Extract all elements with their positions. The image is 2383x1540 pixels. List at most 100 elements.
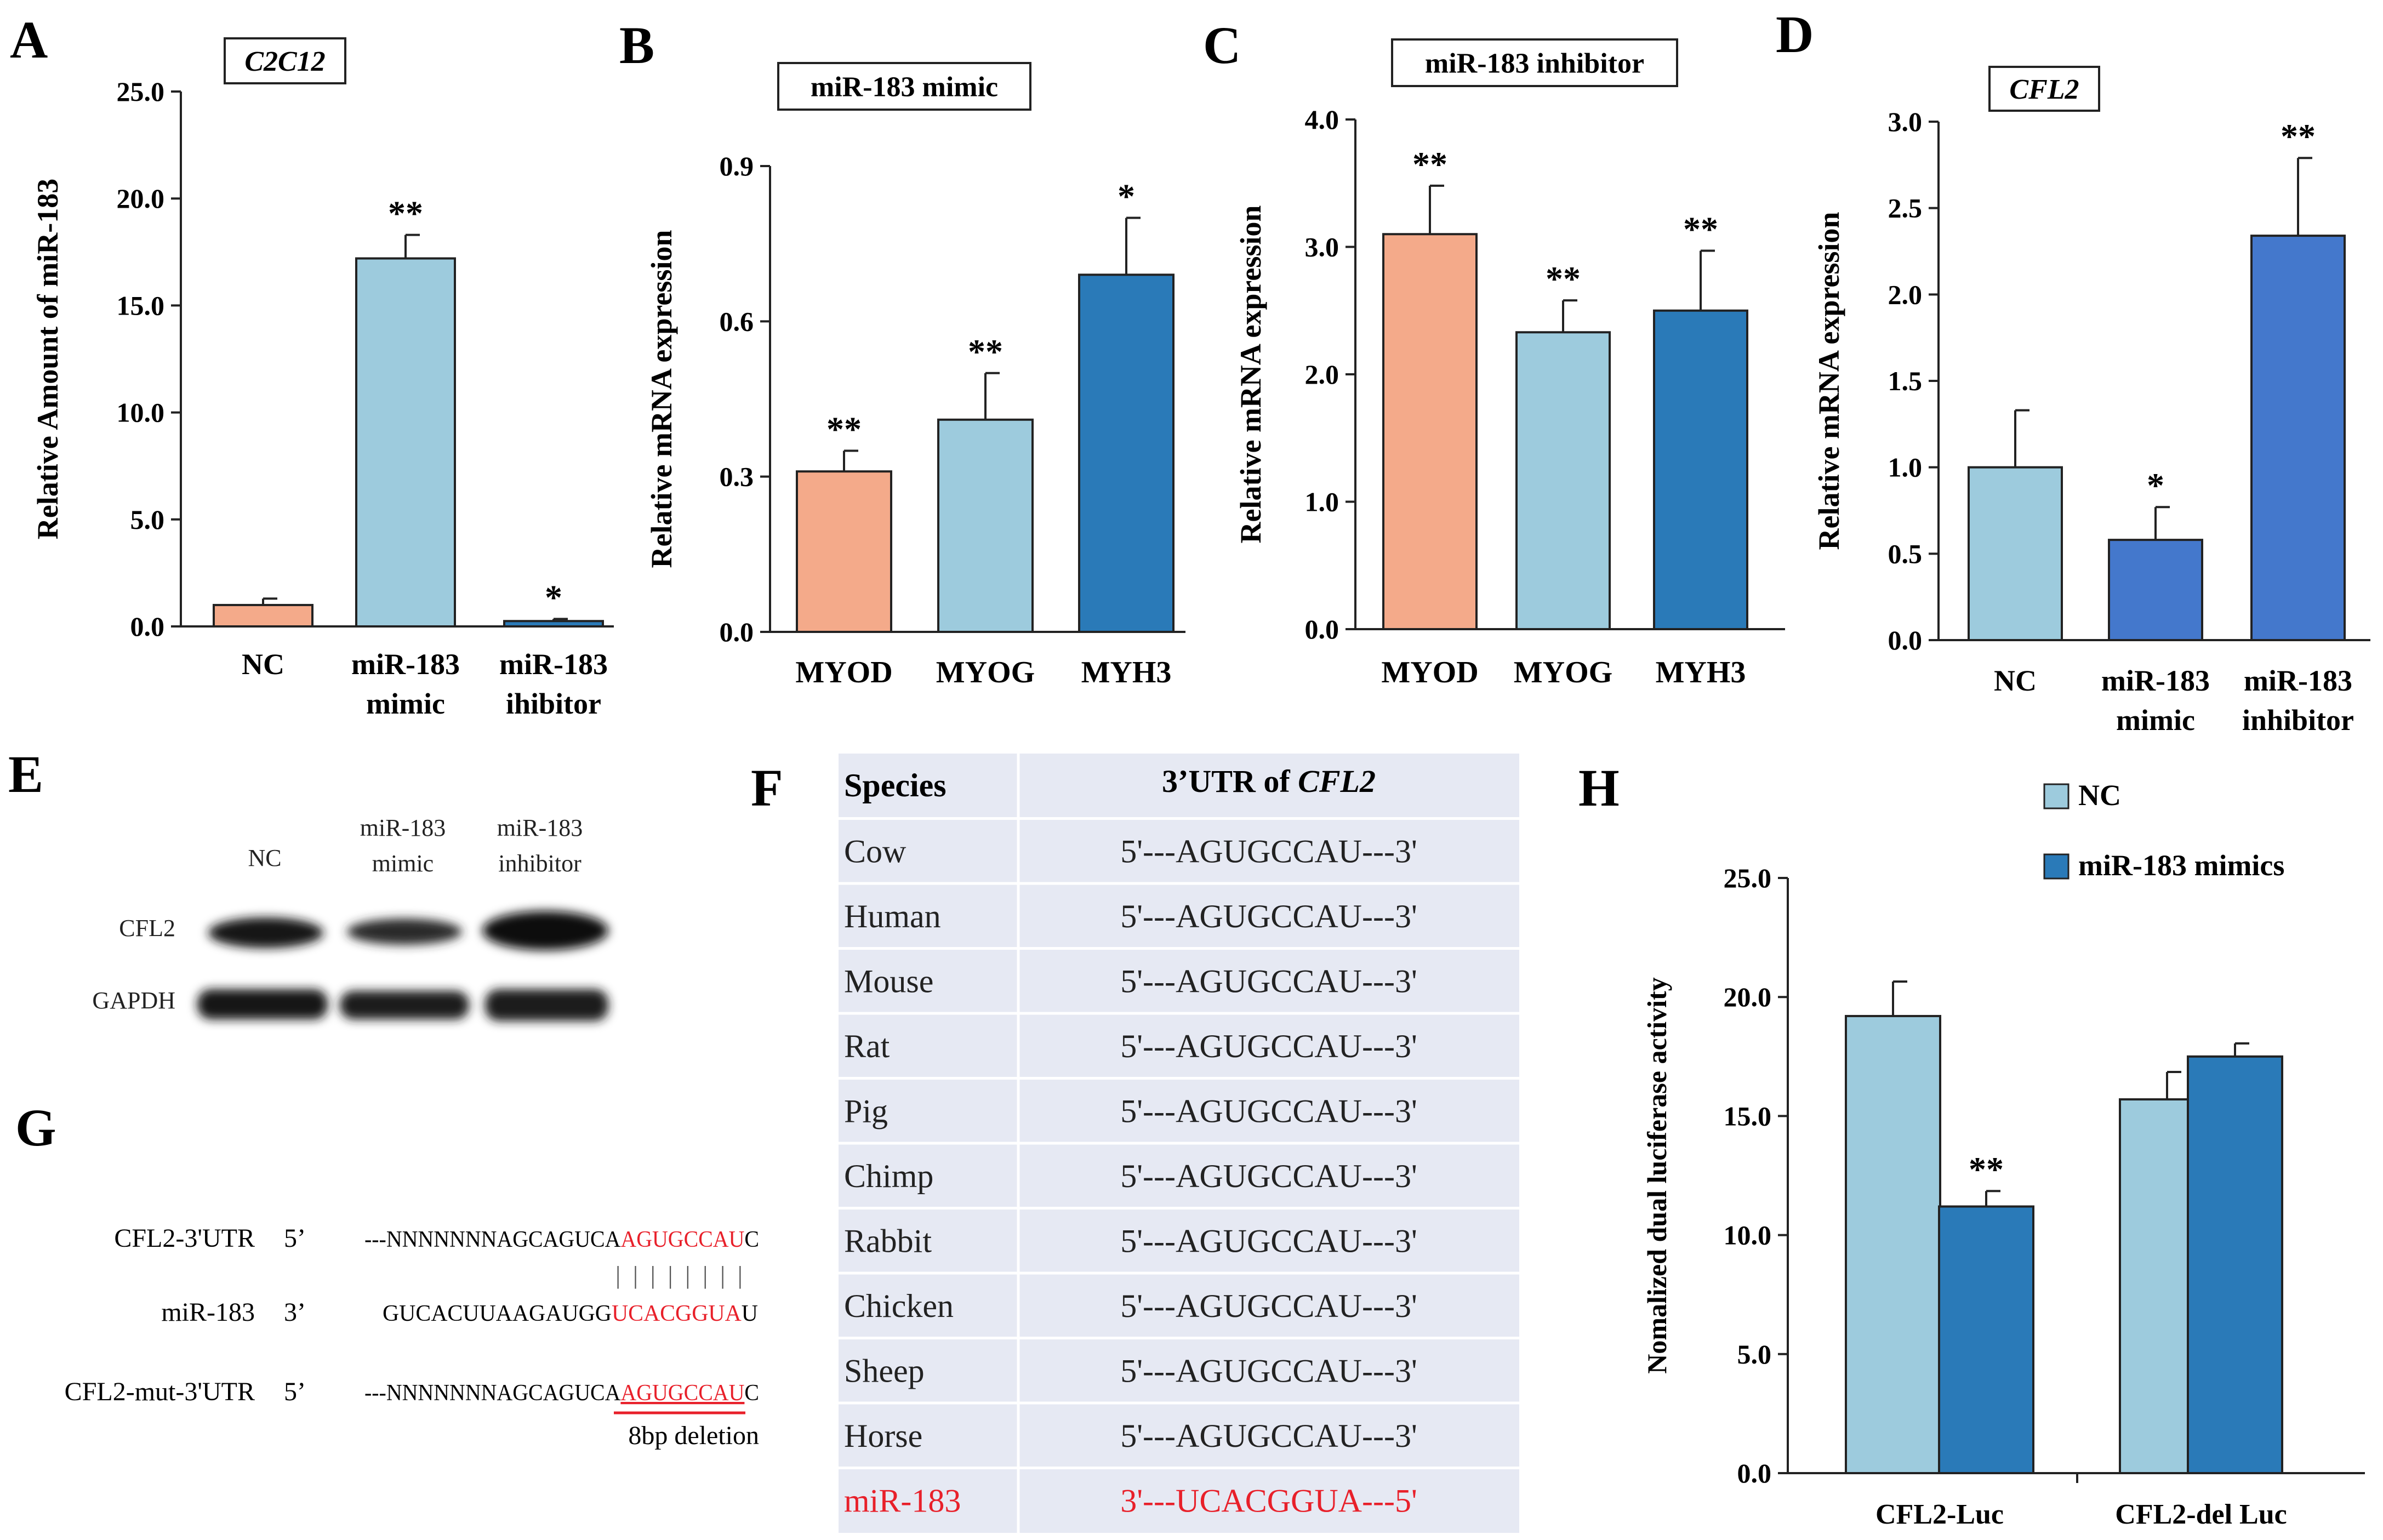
b-category-label: MYOD bbox=[795, 655, 892, 689]
alignment-sequence: GUCACUUAAGAUGGUCACGGUAU bbox=[383, 1301, 758, 1326]
a-category-label: mimic bbox=[366, 687, 445, 720]
h-category-label: CFL2-del Luc bbox=[2115, 1499, 2287, 1530]
a-ytick-label: 20.0 bbox=[117, 183, 165, 214]
a-significance-mark: * bbox=[545, 578, 562, 617]
seed-alignment: CFL2-3'UTR 5’ ---NNNNNNNAGCAGUCAAGUGCCAUC m… bbox=[65, 1224, 759, 1450]
a-bar bbox=[355, 257, 456, 628]
panel-label-a: A bbox=[10, 10, 48, 69]
alignment-end: 5’ bbox=[284, 1224, 306, 1253]
d-category-label: mimic bbox=[2116, 704, 2195, 737]
c-ytick-label: 1.0 bbox=[1305, 487, 1339, 517]
table-sequence-cell: 5'---AGUGCCAU---3' bbox=[1120, 1418, 1417, 1454]
h-ytick-label: 20.0 bbox=[1724, 982, 1772, 1012]
c-y-axis-label: Relative mRNA expression bbox=[1234, 206, 1267, 544]
table-header-species: Species bbox=[844, 767, 947, 803]
table-species-cell: Pig bbox=[844, 1093, 888, 1130]
table-species-cell: Mouse bbox=[844, 963, 933, 1000]
d-ytick-label: 1.5 bbox=[1888, 366, 1923, 396]
blot-lane-label-mimic-1: miR-183 bbox=[360, 814, 446, 841]
table-sequence-cell: 5'---AGUGCCAU---3' bbox=[1120, 834, 1417, 870]
h-bar bbox=[1938, 1205, 2034, 1474]
table-species-cell: Rat bbox=[844, 1028, 890, 1064]
blot-band-gapdh-nc bbox=[197, 989, 328, 1019]
chart-a-miR183-amount: 0.0 5.0 10.0 15.0 20.0 25.0 Relative Amount of… bbox=[31, 37, 614, 720]
alignment-end: 5’ bbox=[284, 1377, 306, 1406]
a-ytick-label: 15.0 bbox=[117, 290, 165, 321]
d-significance-mark: ** bbox=[2281, 117, 2316, 156]
h-ytick-label: 25.0 bbox=[1724, 863, 1772, 893]
a-bar bbox=[213, 603, 313, 628]
d-bar bbox=[2250, 235, 2346, 641]
blot-band-gapdh-inhibitor bbox=[485, 989, 608, 1021]
blot-lane-label-nc: NC bbox=[248, 845, 281, 871]
b-category-label: MYOG bbox=[936, 655, 1035, 689]
h-ytick-label: 0.0 bbox=[1737, 1458, 1772, 1488]
table-sequence-cell: 5'---AGUGCCAU---3' bbox=[1120, 1028, 1417, 1064]
blot-band-cfl2-mimic bbox=[347, 919, 462, 945]
table-species-cell: miR-183 bbox=[844, 1483, 961, 1519]
h-legend-label: miR-183 mimics bbox=[2078, 849, 2284, 882]
chart-d-cfl2-mrna: 0.0 0.5 1.0 1.5 2.0 2.5 3.0 Relative mRNA expre… bbox=[1812, 66, 2370, 737]
blot-lane-label-mimic-2: mimic bbox=[372, 850, 434, 877]
panel-label-h: H bbox=[1578, 758, 1620, 817]
table-sequence-cell: 5'---AGUGCCAU---3' bbox=[1120, 1093, 1417, 1130]
d-ytick-label: 2.0 bbox=[1888, 279, 1923, 310]
table-species-cell: Horse bbox=[844, 1418, 922, 1454]
d-ytick-label: 3.0 bbox=[1888, 106, 1923, 137]
table-sequence-cell: 3'---UCACGGUA---5' bbox=[1120, 1483, 1417, 1519]
d-ytick-label: 2.5 bbox=[1888, 193, 1923, 224]
panel-label-f: F bbox=[751, 758, 783, 817]
b-bar bbox=[796, 470, 892, 633]
d-bar bbox=[2108, 539, 2203, 642]
d-significance-mark: * bbox=[2147, 466, 2164, 505]
h-category-label: CFL2-Luc bbox=[1875, 1499, 2004, 1530]
d-category-label: miR-183 bbox=[2101, 664, 2210, 697]
table-species-cell: Chimp bbox=[844, 1158, 933, 1194]
d-category-label: inhibitor bbox=[2242, 704, 2354, 737]
blot-row-label-cfl2: CFL2 bbox=[119, 915, 175, 942]
table-species-cell: Cow bbox=[844, 834, 907, 870]
b-title-box bbox=[777, 62, 1031, 111]
h-ytick-label: 15.0 bbox=[1724, 1100, 1772, 1131]
table-species-cell: Sheep bbox=[844, 1353, 925, 1389]
blot-band-cfl2-nc bbox=[208, 917, 323, 948]
a-ytick-label: 25.0 bbox=[117, 76, 165, 107]
a-category-label: miR-183 bbox=[499, 648, 608, 681]
a-significance-mark: ** bbox=[388, 194, 423, 233]
chart-c-inhibitor-mrna: 0.0 1.0 2.0 3.0 4.0 Relative mRNA expression *… bbox=[1234, 38, 1785, 689]
b-significance-mark: ** bbox=[968, 332, 1003, 371]
h-legend-label: NC bbox=[2078, 779, 2121, 812]
alignment-deletion-note: 8bp deletion bbox=[628, 1421, 759, 1450]
c-title-box bbox=[1391, 38, 1678, 87]
panel-label-g: G bbox=[15, 1098, 56, 1157]
c-category-label: MYH3 bbox=[1656, 655, 1746, 689]
b-chart-title: miR-183 mimic bbox=[811, 72, 998, 103]
d-ytick-label: 1.0 bbox=[1888, 452, 1923, 483]
alignment-pairing: | | | | | | | | bbox=[615, 1261, 743, 1289]
blot-band-gapdh-mimic bbox=[340, 991, 469, 1019]
c-significance-mark: ** bbox=[1412, 145, 1447, 184]
a-title-box bbox=[224, 37, 346, 84]
chart-h-luciferase: 0.0 5.0 10.0 15.0 20.0 25.0 Nomalized dual luc… bbox=[1641, 779, 2365, 1530]
b-significance-mark: * bbox=[1118, 176, 1135, 215]
h-y-axis-label: Nomalized dual luciferase activity bbox=[1641, 977, 1672, 1374]
b-bar bbox=[937, 418, 1034, 633]
a-category-label: NC bbox=[242, 648, 284, 681]
c-category-label: MYOG bbox=[1514, 655, 1612, 689]
utr-conservation-table: Species 3’UTR of CFL2 Cow 5'---AGUGCCAU---3… bbox=[839, 754, 1519, 1533]
b-ytick-label: 0.9 bbox=[720, 151, 754, 181]
h-ytick-label: 5.0 bbox=[1737, 1339, 1772, 1370]
h-legend-swatch bbox=[2043, 783, 2070, 809]
panel-label-e: E bbox=[8, 745, 43, 803]
h-significance-mark: ** bbox=[1969, 1150, 2004, 1189]
c-ytick-label: 3.0 bbox=[1305, 232, 1339, 263]
alignment-name: CFL2-3'UTR bbox=[114, 1224, 255, 1253]
h-bar bbox=[1845, 1014, 1941, 1474]
alignment-end: 3’ bbox=[284, 1298, 306, 1327]
table-species-cell: Human bbox=[844, 898, 941, 934]
panel-label-d: D bbox=[1776, 5, 1814, 64]
b-y-axis-label: Relative mRNA expression bbox=[645, 230, 678, 568]
blot-band-cfl2-inhibitor bbox=[482, 911, 608, 950]
table-sequence-cell: 5'---AGUGCCAU---3' bbox=[1120, 898, 1417, 934]
